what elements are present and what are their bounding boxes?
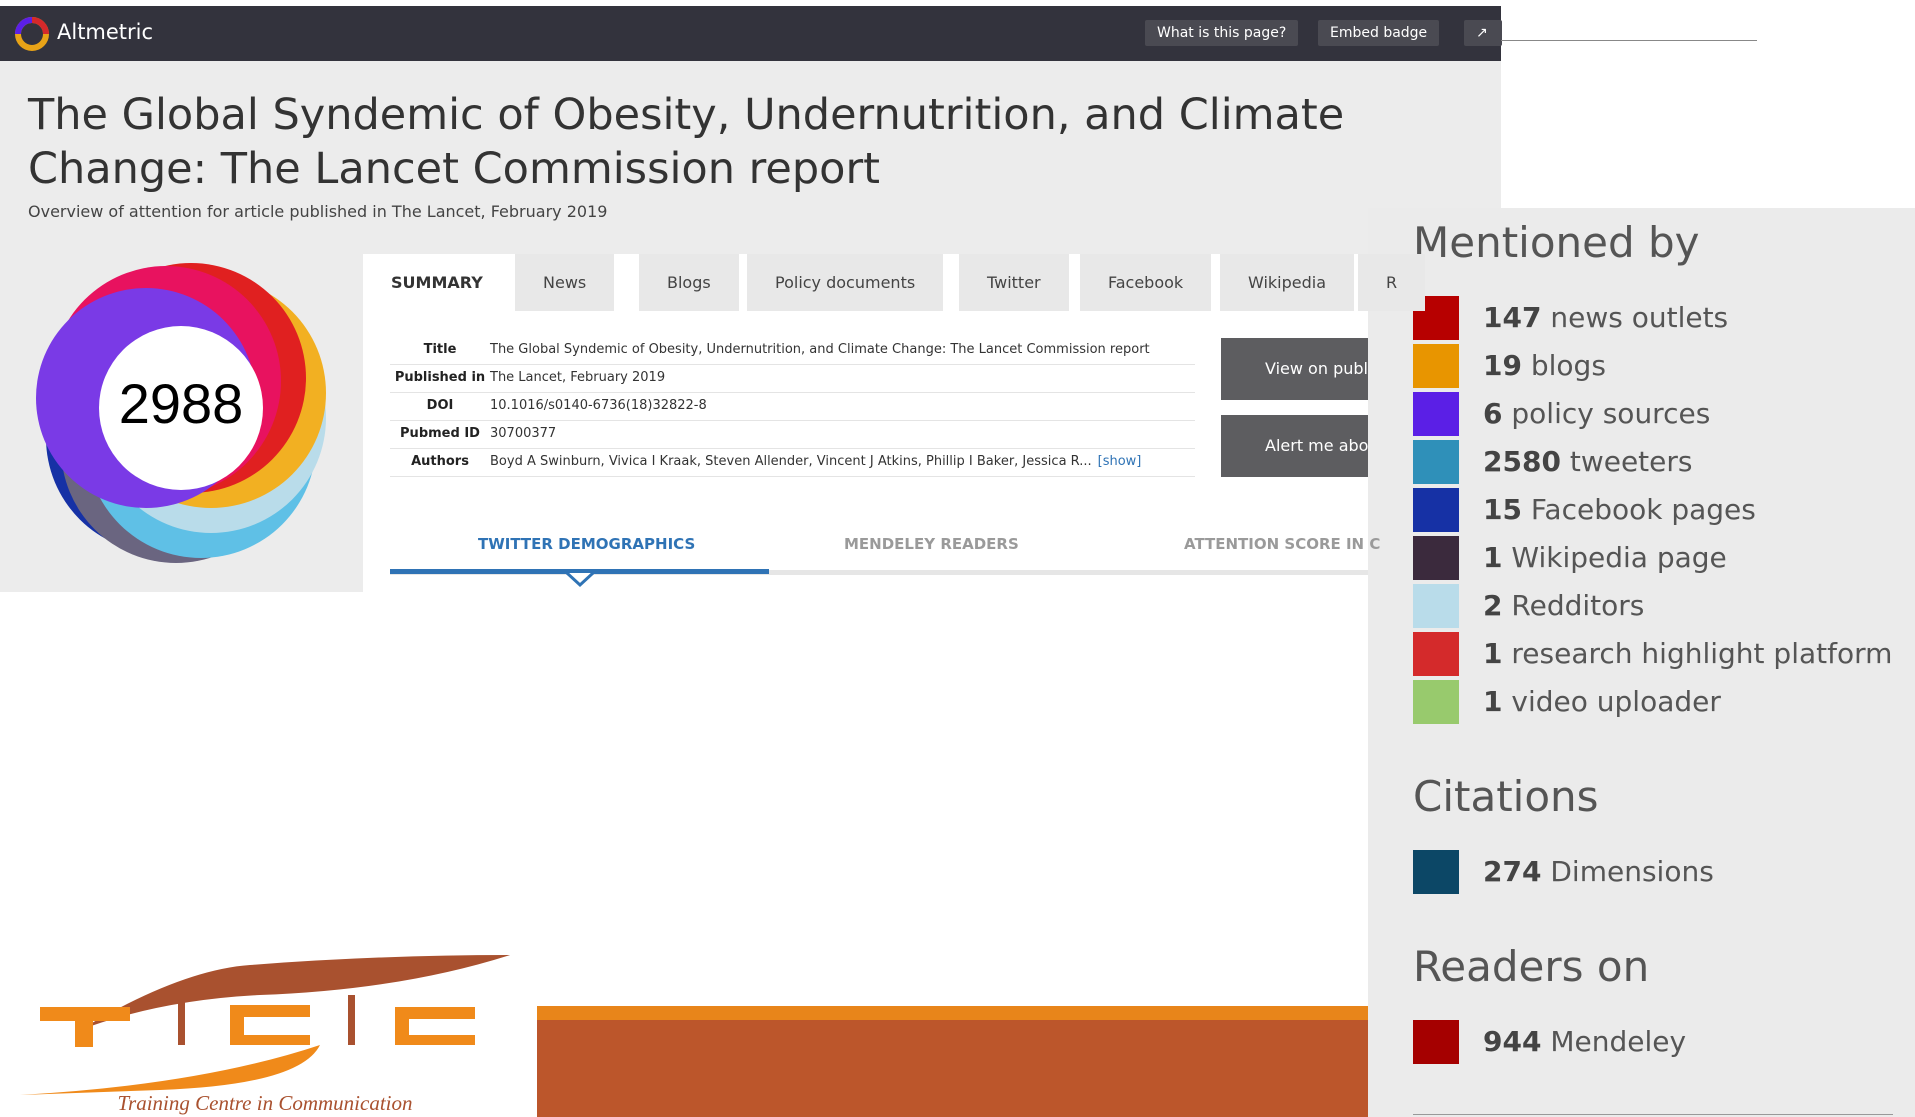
mention-row: 1 video uploader [1413,680,1721,724]
score: 2988 [119,372,244,435]
divider [1501,40,1757,41]
mention-row: 1 Wikipedia page [1413,536,1727,580]
mention-count: 944 [1483,1025,1541,1058]
mention-label: Dimensions [1550,855,1713,888]
mention-row: 147 news outlets [1413,296,1728,340]
tab[interactable]: News [515,254,614,311]
section-heading: Mentioned by [1413,218,1700,267]
tab[interactable]: Blogs [639,254,739,311]
donut: 2988 [26,253,336,563]
mention-label: policy sources [1511,397,1710,430]
color-swatch [1413,632,1459,676]
mention-label: Mendeley [1550,1025,1686,1058]
mention-count: 1 [1483,637,1502,670]
mention-label: Facebook pages [1531,493,1756,526]
mention-count: 15 [1483,493,1522,526]
color-swatch [1413,392,1459,436]
share-button[interactable]: ↗ [1464,20,1502,46]
detail-value: Boyd A Swinburn, Vivica I Kraak, Steven … [490,454,1092,469]
mention-row: 2 Redditors [1413,584,1644,628]
color-swatch [1413,440,1459,484]
banner [537,1006,1368,1117]
subtab-pointer [565,573,595,588]
detail-label: Title [390,336,490,364]
mention-row: 2580 tweeters [1413,440,1692,484]
subtab[interactable]: ATTENTION SCORE IN C [1184,535,1380,553]
mention-row: 274 Dimensions [1413,850,1714,894]
mention-count: 6 [1483,397,1502,430]
color-swatch [1413,850,1459,894]
mention-label: research highlight platform [1511,637,1892,670]
article-subtitle: Overview of attention for article publis… [28,202,607,221]
color-swatch [1413,1020,1459,1064]
mention-row: 19 blogs [1413,344,1606,388]
tab[interactable]: R [1358,254,1425,311]
mention-label: tweeters [1570,445,1693,478]
color-swatch [1413,536,1459,580]
subtab[interactable]: TWITTER DEMOGRAPHICS [478,535,695,553]
detail-label: DOI [390,392,490,420]
tab[interactable]: Policy documents [747,254,943,311]
mention-label: video uploader [1511,685,1720,718]
mention-label: Redditors [1511,589,1644,622]
tab[interactable]: Wikipedia [1220,254,1354,311]
mention-count: 2 [1483,589,1502,622]
color-swatch [1413,680,1459,724]
mention-count: 19 [1483,349,1522,382]
tab[interactable]: Twitter [959,254,1069,311]
mention-count: 1 [1483,541,1502,574]
mention-label: Wikipedia page [1511,541,1726,574]
embed-button[interactable]: Embed badge [1318,20,1439,46]
color-swatch [1413,488,1459,532]
detail-label: Pubmed ID [390,420,490,448]
page: {"header":{"brand":"Altmetric","buttons"… [0,0,1915,1117]
mention-row: 944 Mendeley [1413,1020,1686,1064]
action-button[interactable]: View on publi [1221,338,1368,400]
top-bar: Altmetric What is this page? Embed badge… [0,6,1501,61]
mention-count: 1 [1483,685,1502,718]
mention-row: 6 policy sources [1413,392,1710,436]
show-link[interactable]: [show] [1098,454,1142,469]
mention-count: 147 [1483,301,1541,334]
subtab[interactable]: MENDELEY READERS [844,535,1019,553]
logo-icon [14,16,50,52]
mention-label: news outlets [1550,301,1728,334]
detail-value: 30700377 [490,426,556,441]
action-button[interactable]: Alert me abou [1221,415,1368,477]
mention-count: 2580 [1483,445,1561,478]
screen: Altmetric What is this page? Embed badge… [0,0,1915,1117]
detail-value: The Global Syndemic of Obesity, Undernut… [490,342,1150,357]
detail-value: The Lancet, February 2019 [490,370,665,385]
tab[interactable]: SUMMARY [363,254,511,311]
detail-value: 10.1016/s0140-6736(18)32822-8 [490,398,707,413]
section-heading: Citations [1413,772,1599,821]
color-swatch [1413,344,1459,388]
mention-row: 15 Facebook pages [1413,488,1756,532]
color-swatch [1413,584,1459,628]
help-button[interactable]: What is this page? [1145,20,1298,46]
section-heading: Readers on [1413,942,1649,991]
mention-count: 274 [1483,855,1541,888]
article-title: The Global Syndemic of Obesity, Undernut… [28,88,1468,196]
mention-row: 1 research highlight platform [1413,632,1892,676]
detail-label: Authors [390,448,490,476]
tab[interactable]: Facebook [1080,254,1211,311]
logo-tagline: Training Centre in Communication [118,1091,413,1115]
panel-rule [1413,1114,1893,1115]
mention-label: blogs [1531,349,1606,382]
tcic-logo: Training Centre in Communication [0,950,520,1117]
brand: Altmetric [57,20,153,44]
detail-label: Published in [390,364,490,392]
